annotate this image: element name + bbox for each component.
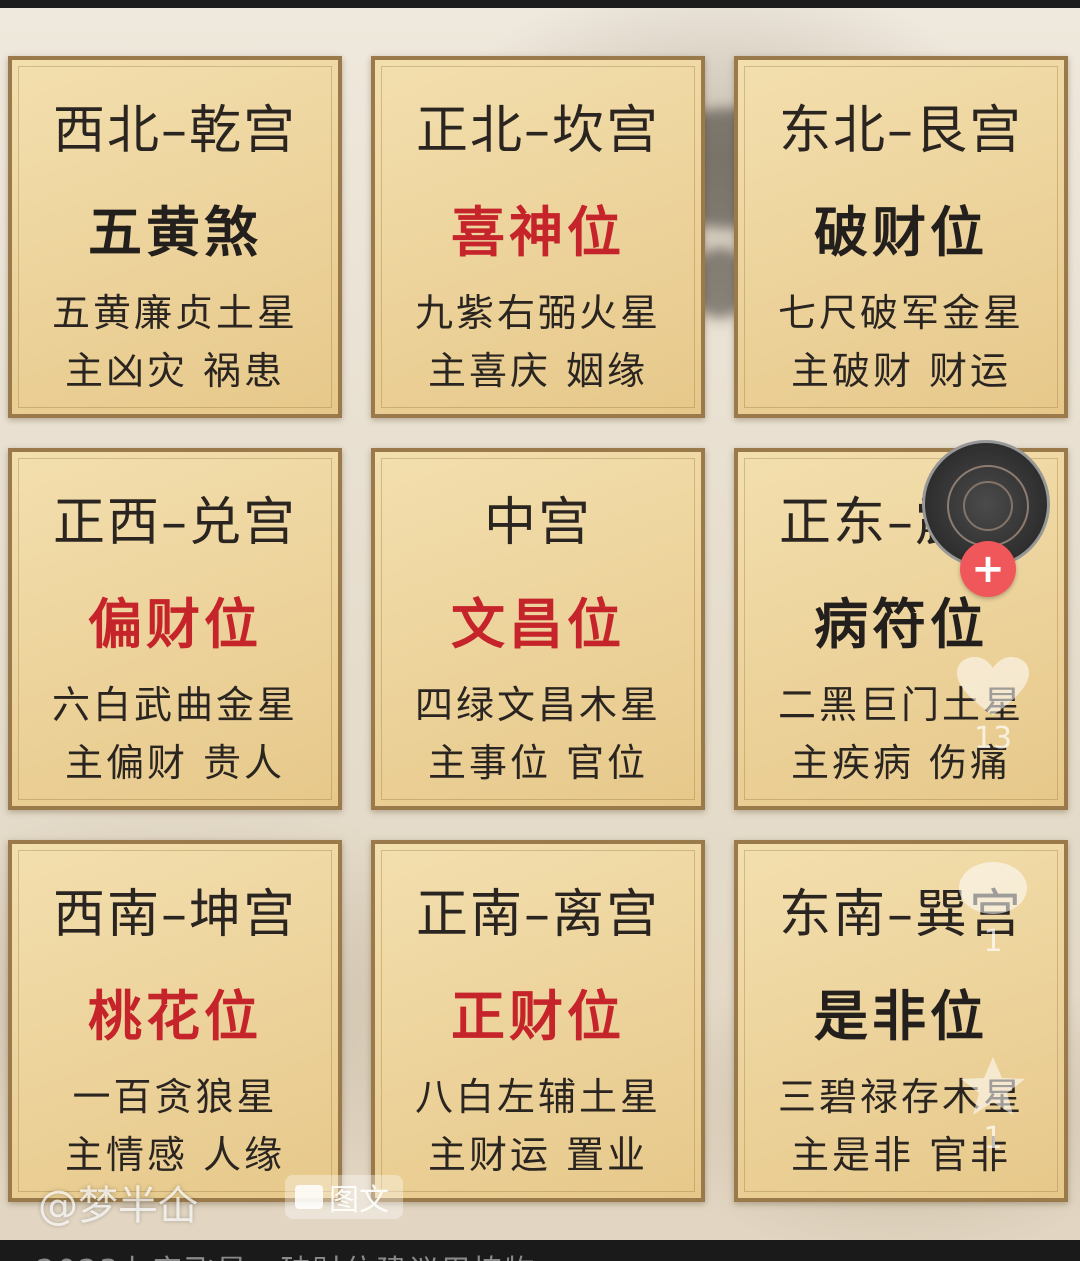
palace-star: 八白左辅土星 bbox=[414, 1075, 661, 1119]
post-type-tag: 图文 bbox=[285, 1175, 403, 1219]
nine-palace-grid: 西北–乾宫 五黄煞 五黄廉贞土星 主凶灾 祸患 正北–坎宫 喜神位 九紫右弼火星… bbox=[0, 8, 1080, 1240]
palace-star: 六白武曲金星 bbox=[51, 683, 298, 727]
favorite-count: 1 bbox=[983, 1121, 1003, 1156]
palace-rule: 主喜庆 姻缘 bbox=[427, 349, 649, 393]
caption-strip: 2023九宫飞星，破财位建议用植物 bbox=[0, 1240, 1080, 1261]
palace-card-north: 正北–坎宫 喜神位 九紫右弼火星 主喜庆 姻缘 bbox=[371, 56, 705, 418]
palace-card-west: 正西–兑宫 偏财位 六白武曲金星 主偏财 贵人 bbox=[8, 448, 342, 810]
palace-star: 四绿文昌木星 bbox=[414, 683, 661, 727]
comment-count: 1 bbox=[983, 924, 1003, 959]
heart-icon bbox=[957, 657, 1029, 715]
palace-rule: 主是非 官非 bbox=[790, 1133, 1012, 1177]
palace-star: 七尺破军金星 bbox=[777, 291, 1024, 335]
palace-title: 正北–坎宫 bbox=[415, 101, 660, 161]
like-button[interactable]: 13 bbox=[948, 655, 1038, 755]
comment-button[interactable]: 1 bbox=[948, 858, 1038, 958]
palace-rule: 主财运 置业 bbox=[427, 1133, 649, 1177]
palace-card-southwest: 西南–坤宫 桃花位 一百贪狼星 主情感 人缘 bbox=[8, 840, 342, 1202]
post-image[interactable]: 西北–乾宫 五黄煞 五黄廉贞土星 主凶灾 祸患 正北–坎宫 喜神位 九紫右弼火星… bbox=[0, 8, 1080, 1240]
palace-position: 偏财位 bbox=[88, 593, 262, 656]
palace-title: 东北–艮宫 bbox=[778, 101, 1023, 161]
palace-position: 是非位 bbox=[814, 985, 988, 1048]
post-caption[interactable]: 2023九宫飞星，破财位建议用植物 bbox=[36, 1246, 536, 1261]
palace-position: 五黄煞 bbox=[88, 201, 262, 264]
palace-star: 九紫右弼火星 bbox=[414, 291, 661, 335]
palace-position: 破财位 bbox=[814, 201, 988, 264]
palace-rule: 主凶灾 祸患 bbox=[64, 349, 286, 393]
palace-title: 中宫 bbox=[483, 493, 592, 553]
palace-position: 文昌位 bbox=[451, 593, 625, 656]
palace-rule: 主偏财 贵人 bbox=[64, 741, 286, 785]
palace-card-northeast: 东北–艮宫 破财位 七尺破军金星 主破财 财运 bbox=[734, 56, 1068, 418]
palace-rule: 主破财 财运 bbox=[790, 349, 1012, 393]
palace-position: 桃花位 bbox=[88, 985, 262, 1048]
palace-position: 病符位 bbox=[814, 593, 988, 656]
star-icon bbox=[961, 1057, 1025, 1115]
comment-icon bbox=[959, 862, 1027, 914]
palace-title: 正南–离宫 bbox=[415, 885, 660, 945]
palace-rule: 主情感 人缘 bbox=[64, 1133, 286, 1177]
palace-title: 西北–乾宫 bbox=[52, 101, 297, 161]
palace-position: 正财位 bbox=[451, 985, 625, 1048]
post-type-label: 图文 bbox=[329, 1183, 389, 1218]
palace-card-south: 正南–离宫 正财位 八白左辅土星 主财运 置业 bbox=[371, 840, 705, 1202]
image-text-icon bbox=[295, 1185, 323, 1209]
follow-button[interactable]: + bbox=[960, 541, 1016, 597]
avatar-ring bbox=[963, 481, 1013, 531]
palace-star: 五黄廉贞土星 bbox=[51, 291, 298, 335]
status-bar-strip bbox=[0, 0, 1080, 8]
palace-rule: 主疾病 伤痛 bbox=[790, 741, 1012, 785]
author-watermark: @梦半仚 bbox=[38, 1183, 198, 1229]
palace-rule: 主事位 官位 bbox=[427, 741, 649, 785]
like-count: 13 bbox=[973, 721, 1013, 756]
palace-title: 正西–兑宫 bbox=[52, 493, 297, 553]
palace-title: 西南–坤宫 bbox=[52, 885, 297, 945]
palace-card-northwest: 西北–乾宫 五黄煞 五黄廉贞土星 主凶灾 祸患 bbox=[8, 56, 342, 418]
palace-card-center: 中宫 文昌位 四绿文昌木星 主事位 官位 bbox=[371, 448, 705, 810]
favorite-button[interactable]: 1 bbox=[948, 1055, 1038, 1155]
palace-position: 喜神位 bbox=[451, 201, 625, 264]
palace-star: 一百贪狼星 bbox=[72, 1075, 278, 1119]
